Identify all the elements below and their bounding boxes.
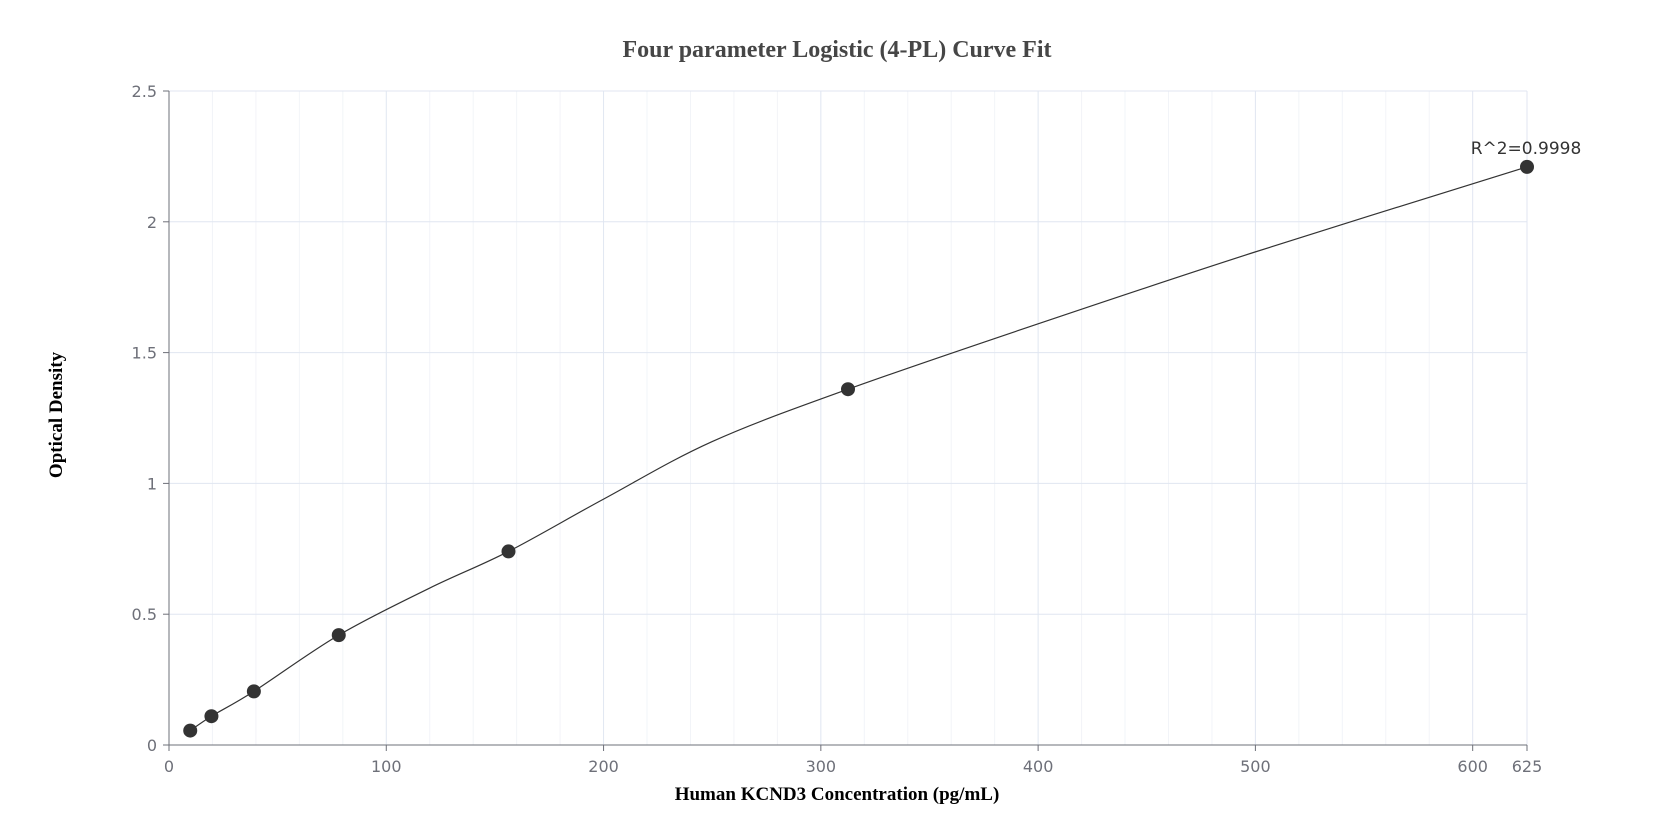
- y-tick-label: 0.5: [132, 605, 157, 624]
- data-point: [501, 544, 516, 559]
- data-point: [246, 684, 261, 699]
- x-tick-label: 400: [1023, 757, 1054, 776]
- data-point: [1520, 159, 1534, 174]
- data-point: [841, 382, 855, 397]
- y-axis-label: Optical Density: [46, 351, 67, 478]
- data-points: [183, 159, 1534, 738]
- x-axis-label: Human KCND3 Concentration (pg/mL): [675, 784, 1000, 805]
- fit-curve: [189, 166, 1528, 732]
- y-tick-label: 2.5: [132, 82, 157, 101]
- y-tick-label: 1.5: [132, 344, 157, 363]
- major-grid: [169, 90, 1528, 745]
- data-point: [183, 723, 198, 738]
- chart-title: Four parameter Logistic (4-PL) Curve Fit: [622, 37, 1051, 63]
- r-squared-annotation: R^2=0.9998: [1471, 139, 1582, 159]
- x-tick-label: 500: [1240, 757, 1271, 776]
- data-point: [331, 628, 346, 643]
- x-tick-label: 300: [806, 757, 837, 776]
- x-tick-label: 625: [1512, 757, 1543, 776]
- y-tick-label: 1: [147, 474, 157, 493]
- x-tick-label: 0: [164, 757, 174, 776]
- x-tick-label: 200: [588, 757, 619, 776]
- x-tick-label: 600: [1457, 757, 1488, 776]
- y-tick-label: 2: [147, 213, 157, 232]
- x-axis-ticks: 0 100 200 300 400 500 600 625: [164, 745, 1542, 776]
- axes: [168, 91, 1527, 746]
- y-axis-ticks: 0 0.5 1 1.5 2 2.5: [132, 82, 169, 755]
- data-point: [204, 709, 219, 724]
- minor-grid: [211, 91, 1430, 745]
- x-tick-label: 100: [371, 757, 402, 776]
- y-tick-label: 0: [147, 736, 157, 755]
